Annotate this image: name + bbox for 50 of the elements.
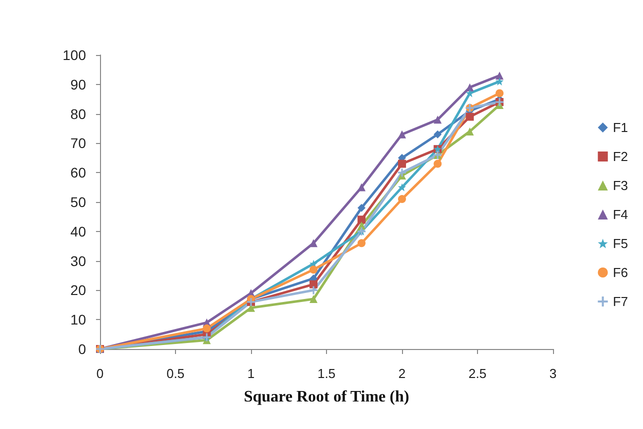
point	[496, 77, 504, 86]
point	[398, 168, 406, 177]
point	[358, 239, 366, 248]
y-tick-label: 40	[70, 223, 86, 240]
x-tick-label: 2.5	[468, 366, 487, 381]
point	[202, 324, 211, 332]
point	[398, 130, 406, 138]
legend-label: F5	[612, 236, 628, 251]
x-tick-label: 0.5	[166, 366, 185, 381]
y-tick-label: 70	[70, 135, 86, 152]
y-tick-label: 20	[70, 282, 86, 298]
y-tick-label: 100	[62, 47, 86, 63]
y-tick-label: 60	[70, 164, 86, 181]
point	[434, 116, 442, 124]
point	[434, 160, 442, 168]
point	[398, 195, 406, 204]
point	[466, 89, 474, 98]
point	[496, 72, 504, 80]
y-tick-label: 30	[70, 252, 86, 269]
point	[398, 160, 406, 168]
point	[310, 280, 318, 288]
x-tick-label: 3	[549, 366, 557, 381]
x-tick-label: 1	[247, 366, 255, 381]
point	[466, 112, 474, 121]
point	[310, 286, 318, 294]
point	[466, 127, 474, 136]
point	[358, 216, 366, 224]
x-axis-title: Square Root of Time (h)	[244, 388, 410, 406]
point	[310, 295, 318, 304]
point	[310, 266, 318, 274]
legend-label: F4	[612, 207, 628, 222]
y-tick-label: 0	[78, 341, 86, 357]
legend-label: F1	[612, 120, 628, 135]
legend-label: F6	[612, 265, 628, 280]
x-tick-label: 1.5	[317, 366, 336, 381]
y-tick-label: 80	[70, 106, 86, 122]
legend-label: F7	[612, 294, 628, 309]
x-tick-label: 0	[96, 366, 104, 381]
x-tick-label: 2	[398, 366, 406, 381]
point	[434, 130, 442, 138]
y-tick-label: 10	[70, 312, 86, 328]
point	[358, 204, 366, 212]
point	[398, 183, 406, 192]
legend-label: F3	[612, 178, 628, 193]
y-tick-label: 90	[70, 76, 86, 92]
point	[310, 239, 318, 248]
point	[358, 183, 366, 192]
y-tick-label: 50	[70, 194, 86, 210]
legend-label: F2	[612, 149, 628, 164]
point	[496, 89, 504, 98]
